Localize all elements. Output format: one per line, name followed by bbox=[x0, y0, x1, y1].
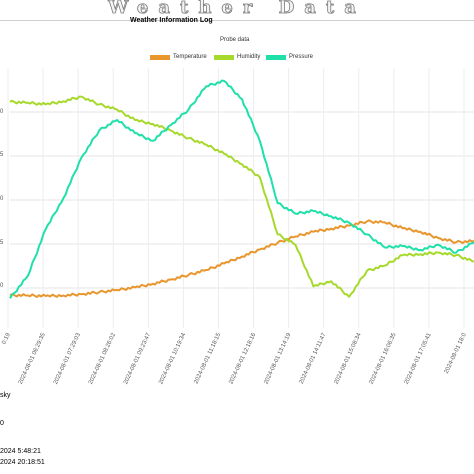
series-line-humidity bbox=[9, 95, 474, 298]
series-line-pressure bbox=[9, 79, 474, 299]
x-tick-label: 2024-08-01 15:08:34 bbox=[334, 332, 363, 386]
app-banner: Weather Data bbox=[0, 0, 474, 21]
x-tick-label: 2024-08-01 17:05:41 bbox=[404, 332, 433, 386]
chart-grid bbox=[7, 68, 474, 328]
banner-title: Weather Data bbox=[108, 0, 366, 18]
x-tick-label: 2024-08-01 14:11:47 bbox=[299, 332, 328, 385]
legend-item-humidity[interactable]: Humidity bbox=[214, 52, 260, 62]
y-tick-label: 0 bbox=[0, 196, 4, 202]
chart-title: Probe data bbox=[220, 37, 250, 43]
x-tick-label: 2024-08-01 10:19:34 bbox=[158, 332, 187, 386]
x-tick-label: 2024-08-01 06:29:35 bbox=[18, 332, 47, 386]
legend-label-pressure: Pressure bbox=[289, 54, 314, 60]
legend-swatch-temperature bbox=[150, 54, 170, 60]
footer-line-4: 2024 20:18:51 bbox=[0, 459, 45, 466]
legend-label-temperature: Temperature bbox=[173, 54, 207, 60]
chart-legend: Temperature Humidity Pressure bbox=[0, 52, 474, 62]
footer-line-3: 2024 5:48:21 bbox=[0, 448, 41, 455]
footer-line-1: sky bbox=[0, 392, 11, 399]
page-title: Weather Information Log bbox=[130, 17, 213, 24]
x-tick-label: 2024-08-01 07:29:03 bbox=[53, 332, 82, 386]
chart-series bbox=[9, 79, 474, 299]
x-tick-label: 2024-08-01 08:26:02 bbox=[88, 332, 117, 386]
legend-item-temperature[interactable]: Temperature bbox=[150, 52, 207, 62]
x-tick-label: 2024-08-01 11:18:15 bbox=[193, 332, 222, 385]
legend-swatch-humidity bbox=[214, 54, 234, 60]
x-tick-label: 2024-08-01 18:0 bbox=[444, 332, 468, 375]
legend-swatch-pressure bbox=[266, 54, 286, 60]
footer-line-2: 0 bbox=[0, 420, 4, 427]
x-tick-label: 2024-08-01 12:18:16 bbox=[228, 332, 257, 386]
y-tick-label: 0 bbox=[0, 109, 4, 115]
legend-label-humidity: Humidity bbox=[237, 54, 261, 60]
y-tick-label: 5 bbox=[0, 152, 4, 158]
x-tick-label: 0:19 bbox=[1, 332, 12, 346]
legend-item-pressure[interactable]: Pressure bbox=[266, 52, 313, 62]
y-tick-label: 0 bbox=[0, 283, 4, 289]
x-axis: 0:19 2024-08-01 06:29:35 2024-08-01 07:29:… bbox=[1, 332, 468, 386]
x-tick-label: 2024-08-01 13:14:19 bbox=[263, 332, 292, 386]
y-tick-label: 5 bbox=[0, 240, 4, 246]
x-tick-label: 2024-08-01 09:23:47 bbox=[123, 332, 152, 386]
x-tick-label: 2024-08-01 16:06:35 bbox=[369, 332, 398, 386]
series-line-temperature bbox=[9, 219, 474, 298]
